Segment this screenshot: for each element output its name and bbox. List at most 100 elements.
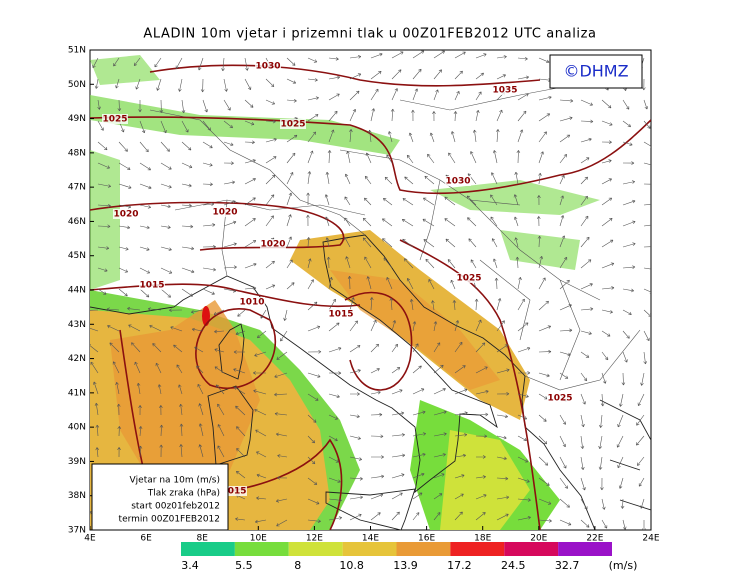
wind-shade	[430, 180, 600, 215]
isobar	[344, 291, 413, 391]
colorbar: 3.4 5.5 8 10.8 13.9 17.2 24.5 32.7 (m/s)	[181, 542, 637, 572]
wind-arrow	[496, 513, 509, 521]
wind-arrow	[431, 300, 435, 311]
isobar-label: 1015	[328, 310, 353, 320]
lat-label: 39N	[68, 457, 86, 467]
wind-arrow	[466, 195, 477, 206]
wind-arrow	[514, 171, 519, 185]
wind-arrow	[517, 456, 529, 463]
wind-arrow	[160, 288, 171, 298]
wind-arrow	[559, 99, 574, 103]
wind-arrow	[181, 120, 189, 133]
legend-line: termin 00Z01FEB2012	[119, 515, 220, 525]
wind-arrow	[349, 345, 361, 353]
wind-arrow	[286, 172, 294, 185]
wind-arrow	[370, 108, 376, 122]
wind-arrow	[538, 131, 547, 143]
wind-arrow	[622, 180, 636, 185]
wind-arrow	[517, 393, 529, 398]
wind-arrow	[236, 448, 246, 458]
wind-arrow	[152, 343, 162, 353]
wind-arrow	[223, 200, 236, 206]
wind-arrow	[475, 53, 487, 59]
wind-arrow	[328, 435, 338, 442]
wind-arrow	[424, 175, 435, 185]
wind-arrow	[475, 434, 488, 439]
wind-arrow	[559, 154, 567, 164]
wind-arrow	[328, 129, 335, 143]
isobar-label: 1030	[445, 177, 470, 187]
wind-arrow	[391, 511, 400, 521]
wind-arrow	[470, 151, 477, 164]
isobar-label-bg	[221, 486, 247, 496]
wind-arrow	[622, 199, 636, 206]
wind-arrow	[622, 309, 632, 315]
wind-arrow	[475, 494, 487, 500]
wind-arrow	[538, 372, 550, 378]
wind-arrow	[412, 343, 419, 353]
wind-arrow	[622, 220, 636, 227]
wind-arrow	[328, 93, 340, 101]
wind-arrow	[328, 393, 340, 398]
wind-arrow	[306, 192, 310, 206]
wind-arrow	[160, 141, 170, 152]
wind-arrow	[538, 435, 548, 445]
wind-arrow	[94, 402, 99, 416]
logo-box	[549, 54, 643, 89]
wind-arrow	[468, 238, 477, 248]
wind-arrow	[253, 389, 267, 395]
wind-arrow	[223, 265, 237, 269]
wind-arrow	[307, 350, 322, 354]
wind-arrow	[538, 300, 549, 311]
wind-shade	[202, 306, 210, 326]
wind-arrow	[580, 307, 594, 311]
lat-label: 46N	[68, 217, 86, 227]
legend-line: Tlak zraka (hPa)	[147, 489, 220, 499]
wind-arrow	[616, 435, 624, 448]
wind-arrow	[538, 57, 550, 63]
wind-arrow	[537, 195, 541, 206]
wind-arrow	[159, 405, 163, 416]
wind-arrow	[215, 384, 225, 395]
wind-arrow	[517, 298, 525, 311]
wind-arrow	[412, 512, 420, 521]
wind-arrow	[265, 156, 277, 164]
wind-arrow	[286, 152, 296, 164]
wind-arrow	[307, 301, 318, 311]
wind-arrow	[257, 330, 267, 339]
wind-arrow	[307, 279, 314, 290]
wind-arrow	[97, 162, 110, 169]
wind-arrow	[235, 405, 246, 416]
wind-arrow	[474, 298, 479, 311]
wind-arrow	[496, 456, 507, 461]
wind-arrow	[517, 322, 529, 332]
wind-arrow	[475, 109, 480, 122]
wind-arrow	[202, 202, 215, 207]
wind-arrow	[202, 162, 213, 167]
wind-arrow	[328, 371, 342, 375]
wind-arrow	[386, 154, 393, 164]
wind-arrow	[643, 224, 651, 227]
wind-arrow	[559, 215, 565, 227]
wind-arrow	[622, 141, 633, 146]
wind-arrow	[139, 120, 146, 134]
isobar-label-bg	[445, 176, 471, 186]
wind-arrow	[223, 242, 237, 248]
wind-arrow	[364, 175, 372, 185]
wind-arrow	[580, 393, 586, 405]
wind-arrow	[601, 262, 615, 269]
wind-arrow	[159, 424, 164, 437]
wind-arrow	[202, 267, 216, 272]
wind-arrow	[128, 324, 141, 332]
wind-arrow	[286, 78, 297, 84]
axis-labels: 51N 50N 49N 48N 47N 46N 45N 44N 43N 42N 41N 40N 39N 3…	[68, 46, 660, 544]
wind-arrow	[325, 171, 330, 185]
wind-arrow	[454, 511, 463, 521]
lon-label: 4E	[84, 534, 96, 544]
wind-arrow	[138, 100, 142, 113]
wind-arrow	[97, 224, 111, 229]
wind-arrow	[90, 328, 99, 332]
colorbar-unit: (m/s)	[609, 559, 638, 572]
wind-arrow	[280, 330, 288, 342]
wind-arrow	[202, 223, 216, 227]
